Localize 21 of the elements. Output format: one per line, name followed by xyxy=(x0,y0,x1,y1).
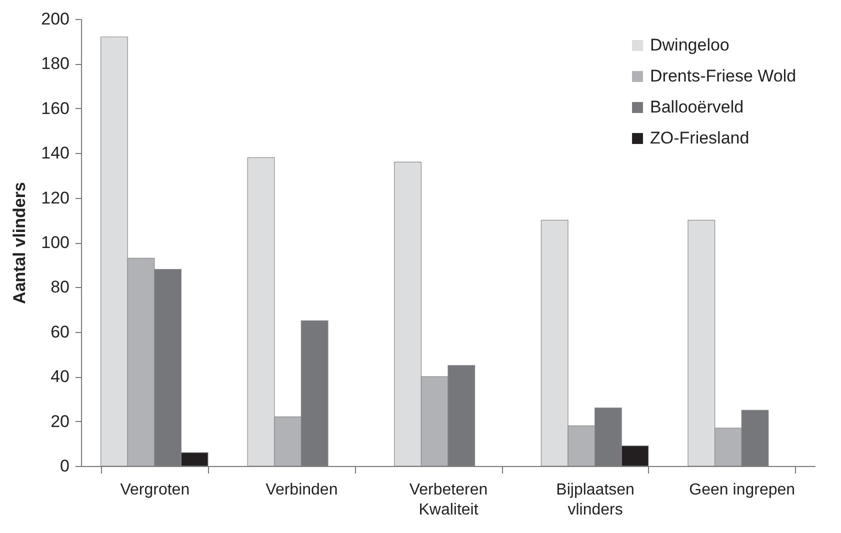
y-tick-label: 140 xyxy=(41,144,70,163)
y-axis-title: Aantal vlinders xyxy=(10,182,30,304)
y-tick-label: 160 xyxy=(41,98,70,118)
legend-label: Ballooërveld xyxy=(650,98,744,116)
y-tick-label: 100 xyxy=(41,233,70,252)
y-tick-label: 200 xyxy=(41,10,70,28)
legend-label: ZO-Friesland xyxy=(650,128,750,148)
y-tick-label: 80 xyxy=(50,278,70,297)
x-tick-label: Bijplaatsen vlinders xyxy=(556,482,634,518)
legend-label: Dwingeloo xyxy=(650,36,730,54)
y-tick-label: 20 xyxy=(50,412,70,431)
x-tick-label: Verbinden xyxy=(266,482,338,498)
y-tick-label: 0 xyxy=(60,456,70,476)
x-tick-label: Vergroten xyxy=(120,482,190,498)
y-tick-label: 40 xyxy=(50,367,70,386)
y-tick-label: 180 xyxy=(41,54,70,74)
y-tick-label: 60 xyxy=(50,322,70,342)
y-tick-label: 120 xyxy=(41,188,70,208)
legend-label: Drents-Friese Wold xyxy=(650,66,796,86)
x-tick-label: Geen ingrepen xyxy=(689,482,796,498)
x-tick-label: Verbeteren Kwaliteit xyxy=(409,482,488,518)
